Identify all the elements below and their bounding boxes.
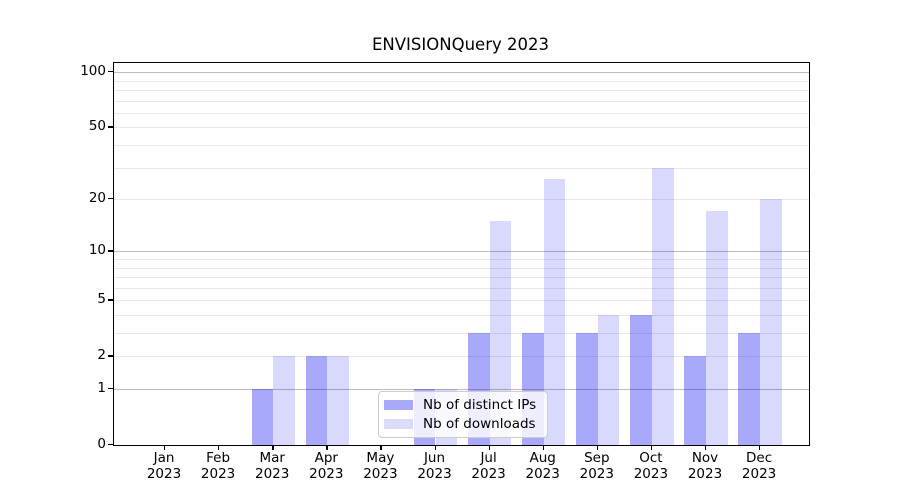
y-tick-mark-100 — [108, 71, 113, 73]
x-tick-mark-may — [380, 445, 382, 450]
x-tick-label-aug: Aug 2023 — [525, 450, 560, 482]
gridline-50 — [114, 127, 809, 129]
bar-downloads-oct — [651, 167, 674, 445]
gridline-4 — [114, 314, 809, 316]
y-tick-label-20: 20 — [88, 190, 106, 206]
y-tick-label-0: 0 — [97, 436, 106, 452]
x-tick-mark-mar — [272, 445, 274, 450]
x-tick-label-jun: Jun 2023 — [417, 450, 452, 482]
y-tick-mark-1 — [108, 388, 113, 390]
bar-downloads-sep — [597, 314, 620, 445]
legend-label-downloads: Nb of downloads — [423, 416, 536, 432]
bar-downloads-dec — [760, 199, 782, 445]
gridline-5 — [114, 300, 809, 302]
x-tick-mark-jan — [164, 445, 166, 450]
y-tick-mark-10 — [108, 250, 113, 252]
chart-title: ENVISIONQuery 2023 — [372, 35, 549, 54]
bar-downloads-mar — [273, 356, 295, 445]
x-tick-label-may: May 2023 — [363, 450, 398, 482]
gridline-7 — [114, 277, 809, 278]
gridline-30 — [114, 167, 809, 169]
gridline-2 — [114, 356, 809, 358]
x-tick-label-sep: Sep 2023 — [579, 450, 614, 482]
y-tick-mark-2 — [108, 355, 113, 357]
y-tick-label-100: 100 — [80, 63, 106, 80]
x-tick-mark-jun — [434, 445, 436, 450]
gridline-60 — [114, 112, 809, 114]
y-tick-label-10: 10 — [88, 242, 106, 259]
y-tick-label-50: 50 — [88, 118, 106, 135]
x-tick-mark-sep — [596, 445, 599, 450]
x-tick-label-dec: Dec 2023 — [741, 450, 777, 482]
bar-ips-dec — [738, 333, 761, 445]
gridline-10 — [114, 251, 809, 253]
gridline-1 — [114, 389, 809, 390]
downloads-swatch — [384, 419, 413, 429]
legend-label-distinct-ips: Nb of distinct IPs — [423, 397, 537, 413]
gridline-6 — [114, 287, 809, 289]
gridline-70 — [114, 100, 809, 102]
legend-row-downloads: Nb of downloads — [384, 416, 541, 432]
x-tick-label-mar: Mar 2023 — [255, 450, 290, 482]
y-tick-mark-20 — [108, 198, 113, 200]
x-tick-label-nov: Nov 2023 — [687, 450, 723, 482]
bar-ips-oct — [630, 314, 652, 445]
gridline-9 — [114, 258, 809, 260]
gridline-90 — [114, 80, 809, 82]
y-tick-mark-5 — [108, 299, 113, 301]
y-tick-label-5: 5 — [97, 291, 106, 308]
x-tick-mark-dec — [759, 445, 761, 450]
x-tick-label-feb: Feb 2023 — [200, 450, 236, 482]
x-tick-mark-aug — [542, 445, 545, 450]
bar-downloads-aug — [543, 178, 566, 445]
y-tick-label-2: 2 — [97, 347, 106, 364]
x-tick-mark-nov — [705, 445, 707, 450]
gridline-20 — [114, 199, 809, 200]
bar-ips-apr — [305, 356, 328, 445]
y-tick-mark-50 — [108, 126, 113, 128]
gridline-40 — [114, 144, 809, 146]
bar-ips-sep — [576, 333, 598, 445]
x-tick-label-jan: Jan 2023 — [146, 450, 182, 482]
bar-downloads-jul — [489, 221, 512, 445]
distinct-ips-swatch — [384, 400, 413, 410]
legend-row-distinct-ips: Nb of distinct IPs — [384, 397, 541, 413]
x-tick-label-oct: Oct 2023 — [633, 450, 669, 482]
y-tick-mark-0 — [108, 444, 113, 446]
x-tick-mark-oct — [650, 445, 653, 450]
y-tick-label-1: 1 — [97, 380, 106, 396]
bar-ips-mar — [251, 389, 274, 445]
legend: Nb of distinct IPs Nb of downloads — [378, 391, 548, 438]
x-tick-mark-jul — [488, 445, 490, 450]
gridline-80 — [114, 89, 809, 91]
plot-area — [113, 62, 810, 446]
gridline-3 — [114, 333, 809, 334]
bar-downloads-apr — [327, 356, 349, 445]
gridline-8 — [114, 267, 809, 269]
x-tick-label-jul: Jul 2023 — [471, 450, 506, 482]
gridline-100 — [114, 72, 809, 74]
bar-ips-nov — [684, 356, 706, 445]
x-tick-label-apr: Apr 2023 — [309, 450, 344, 482]
bar-downloads-nov — [706, 211, 728, 445]
x-tick-mark-feb — [218, 445, 220, 450]
x-tick-mark-apr — [326, 445, 328, 450]
